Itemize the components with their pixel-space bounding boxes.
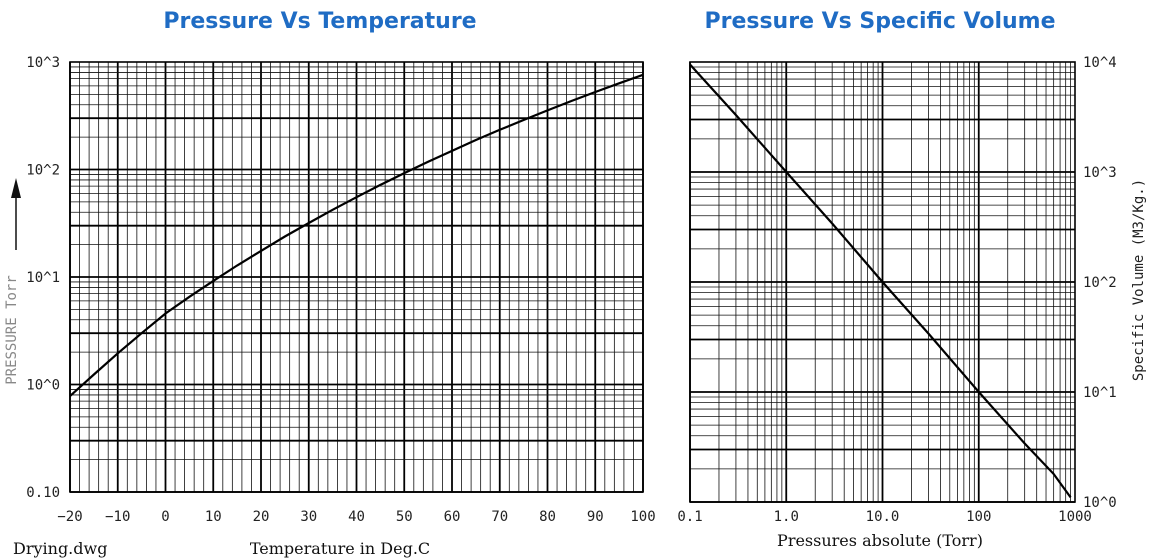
left-chart-x-ticks: −20 −10 0 10 20 30 40 50 60 70 80 90 100 (57, 509, 655, 525)
right-chart-y-ticks: 10^0 10^1 10^2 10^3 10^4 (1083, 55, 1117, 511)
left-y-tick-label: 10^0 (26, 378, 60, 394)
left-chart-y-label: PRESSURE Torr (4, 275, 20, 385)
left-chart-x-label: Temperature in Deg.C (250, 539, 430, 558)
left-x-tick-label: 40 (348, 509, 365, 525)
left-x-tick-label: 60 (444, 509, 461, 525)
right-y-tick-label: 10^4 (1083, 55, 1117, 71)
left-y-tick-label: 10^1 (26, 270, 60, 286)
right-chart-grid (689, 61, 1076, 503)
right-x-tick-label: 1000 (1058, 509, 1092, 525)
pressure-vs-temperature-chart: Pressure Vs Temperature −20 −10 0 10 20 30 40 5… (4, 9, 656, 558)
left-x-tick-label: 0 (161, 509, 169, 525)
left-x-tick-label: −10 (105, 509, 130, 525)
left-x-tick-label: −20 (57, 509, 82, 525)
left-y-tick-label: 10^3 (26, 55, 60, 71)
left-x-tick-label: 30 (300, 509, 317, 525)
left-x-tick-label: 100 (630, 509, 655, 525)
right-x-tick-label: 1.0 (774, 509, 799, 525)
left-plot-frame (69, 61, 644, 493)
left-chart-y-axis-label-group: PRESSURE Torr (4, 178, 21, 385)
left-x-tick-label: 50 (396, 509, 413, 525)
up-arrow-icon (11, 178, 21, 198)
right-plot-frame (689, 61, 1076, 503)
left-x-tick-label: 80 (539, 509, 556, 525)
right-chart-title: Pressure Vs Specific Volume (704, 9, 1055, 34)
right-y-tick-label: 10^0 (1083, 495, 1117, 511)
right-chart-x-ticks: 0.1 1.0 10.0 100 1000 (677, 509, 1092, 525)
left-chart-series-line (69, 73, 644, 397)
pressure-vs-specific-volume-chart: Pressure Vs Specific Volume 0.1 1.0 10.0 10… (677, 9, 1147, 550)
right-y-tick-label: 10^1 (1083, 385, 1117, 401)
right-y-tick-label: 10^2 (1083, 275, 1117, 291)
left-x-tick-label: 70 (491, 509, 508, 525)
left-y-tick-label: 10^2 (26, 163, 60, 179)
right-x-tick-label: 100 (966, 509, 991, 525)
left-x-tick-label: 10 (205, 509, 222, 525)
left-chart-grid (69, 61, 644, 493)
left-y-tick-label: 0.10 (26, 485, 60, 501)
left-chart-title: Pressure Vs Temperature (163, 9, 476, 34)
right-chart-x-label: Pressures absolute (Torr) (777, 531, 983, 550)
left-chart-footer-filename: Drying.dwg (13, 539, 107, 558)
left-x-tick-label: 20 (253, 509, 270, 525)
right-x-tick-label: 10.0 (866, 509, 900, 525)
right-y-tick-label: 10^3 (1083, 165, 1117, 181)
right-x-tick-label: 0.1 (677, 509, 702, 525)
right-chart-y-label: Specific Volume (M3/Kg.) (1131, 179, 1147, 381)
right-chart-series-line (689, 63, 1072, 499)
left-x-tick-label: 90 (587, 509, 604, 525)
left-chart-y-ticks: 0.10 10^0 10^1 10^2 10^3 (26, 55, 60, 501)
